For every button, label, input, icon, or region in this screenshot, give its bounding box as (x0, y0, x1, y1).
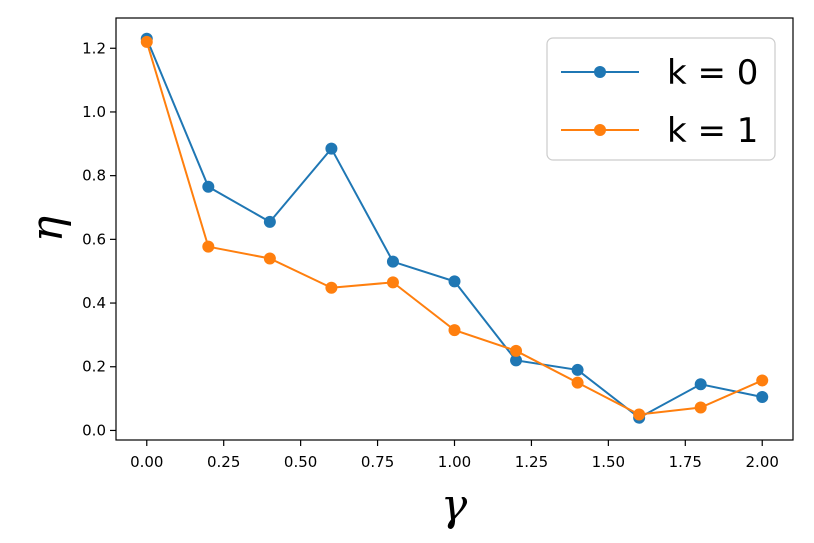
legend-marker-1 (594, 124, 606, 136)
data-point (633, 408, 646, 421)
legend-marker-0 (594, 66, 606, 78)
data-point (140, 35, 153, 48)
y-tick-label: 0.2 (82, 358, 106, 376)
x-tick-label: 0.50 (284, 453, 317, 471)
y-axis-ticks: 0.0 0.2 0.4 0.6 0.8 1.0 1.2 (82, 39, 116, 439)
y-tick-label: 1.0 (82, 103, 106, 121)
x-tick-label: 0.00 (130, 453, 163, 471)
data-point (386, 255, 399, 268)
y-tick-label: 0.0 (82, 421, 106, 439)
series-lines (140, 32, 769, 424)
y-tick-label: 0.4 (82, 294, 106, 312)
data-point (202, 180, 215, 193)
data-point (448, 275, 461, 288)
y-axis-label: η (22, 216, 73, 242)
legend: k = 0 k = 1 (546, 37, 776, 161)
data-point (263, 215, 276, 228)
y-tick-label: 1.2 (82, 39, 106, 57)
legend-label-1: k = 1 (667, 111, 758, 151)
data-point (756, 374, 769, 387)
x-tick-label: 1.00 (438, 453, 471, 471)
x-tick-label: 0.75 (361, 453, 394, 471)
data-point (202, 240, 215, 253)
data-point (510, 354, 523, 367)
data-point (756, 391, 769, 404)
x-tick-label: 1.50 (592, 453, 625, 471)
data-point (694, 401, 707, 414)
data-point (263, 252, 276, 265)
data-point (448, 324, 461, 337)
x-tick-label: 0.25 (207, 453, 240, 471)
data-point (571, 363, 584, 376)
x-tick-label: 1.75 (669, 453, 702, 471)
legend-label-0: k = 0 (667, 53, 758, 93)
data-point (510, 344, 523, 357)
data-point (325, 281, 338, 294)
x-axis-ticks: 0.00 0.25 0.50 0.75 1.00 1.25 1.50 1.75 2.00 (130, 440, 779, 471)
x-tick-label: 2.00 (746, 453, 779, 471)
y-tick-label: 0.8 (82, 167, 106, 185)
data-point (694, 378, 707, 391)
data-point (571, 376, 584, 389)
y-tick-label: 0.6 (82, 230, 106, 248)
x-axis-label: γ (441, 480, 468, 531)
data-point (386, 276, 399, 289)
x-tick-label: 1.25 (515, 453, 548, 471)
data-point (325, 142, 338, 155)
